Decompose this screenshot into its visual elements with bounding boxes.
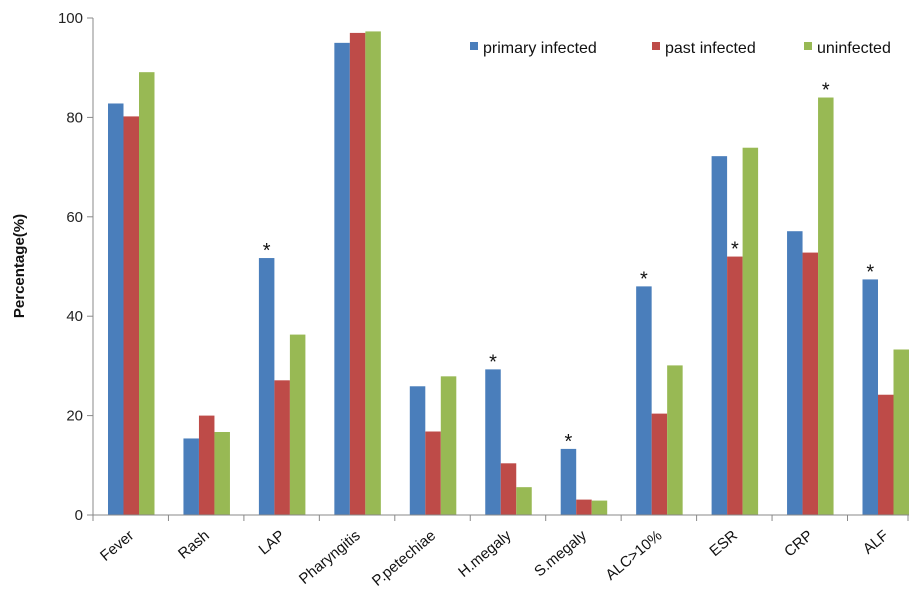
x-tick-label: ALC>10% bbox=[602, 527, 665, 584]
bar-past-infected bbox=[651, 413, 668, 515]
bar-primary-infected bbox=[409, 386, 426, 515]
legend-swatch bbox=[652, 42, 660, 50]
bar-primary-infected bbox=[334, 42, 350, 515]
x-axis-labels: Fever Rash LAP Pharyngitis P.petechiae H.mega… bbox=[97, 527, 892, 590]
bar-primary-infected bbox=[485, 369, 501, 515]
bar-past-infected bbox=[349, 32, 366, 515]
bar-primary-infected bbox=[258, 258, 275, 515]
bar-uninfected bbox=[440, 376, 457, 515]
axes bbox=[92, 18, 909, 521]
bar-primary-infected bbox=[711, 156, 728, 515]
y-tick-label: 0 bbox=[75, 507, 83, 524]
bars bbox=[108, 31, 909, 516]
significance-star: * bbox=[565, 431, 573, 453]
bar-past-infected bbox=[274, 380, 290, 515]
legend-label: past infected bbox=[665, 40, 756, 57]
y-tick-label: 100 bbox=[58, 10, 83, 27]
significance-star: * bbox=[263, 240, 271, 262]
x-tick-label: S.megaly bbox=[531, 527, 590, 581]
x-tick-label: Fever bbox=[97, 527, 137, 565]
y-tick-label: 60 bbox=[66, 209, 83, 226]
bar-past-infected bbox=[727, 256, 743, 515]
significance-star: * bbox=[489, 351, 497, 373]
legend-swatch bbox=[804, 42, 812, 50]
x-tick-label: Pharyngitis bbox=[296, 527, 364, 588]
bar-primary-infected bbox=[560, 448, 577, 515]
significance-star: * bbox=[822, 80, 830, 102]
bar-past-infected bbox=[878, 394, 894, 515]
bar-uninfected bbox=[893, 349, 909, 515]
x-tick-label: ALF bbox=[860, 527, 892, 558]
bar-primary-infected bbox=[862, 279, 878, 515]
bar-primary-infected bbox=[183, 438, 199, 515]
bar-primary-infected bbox=[787, 231, 803, 515]
significance-star: * bbox=[640, 268, 648, 290]
y-tick-label: 80 bbox=[66, 109, 83, 126]
y-tick-label: 20 bbox=[66, 408, 83, 425]
bar-uninfected bbox=[591, 500, 608, 515]
bar-uninfected bbox=[289, 334, 306, 515]
bar-uninfected bbox=[818, 97, 834, 516]
legend-swatch bbox=[470, 42, 478, 50]
bar-uninfected bbox=[139, 72, 155, 515]
x-tick-label: P.petechiae bbox=[369, 527, 439, 590]
bar-past-infected bbox=[198, 415, 215, 515]
bar-past-infected bbox=[425, 431, 441, 515]
bar-uninfected bbox=[667, 365, 683, 515]
bar-uninfected bbox=[365, 31, 381, 515]
x-tick-label: ESR bbox=[706, 527, 741, 560]
x-tick-label: LAP bbox=[256, 527, 289, 558]
y-tick-label: 40 bbox=[66, 308, 83, 325]
bar-uninfected bbox=[742, 147, 759, 516]
bar-uninfected bbox=[516, 487, 532, 515]
bar-past-infected bbox=[123, 116, 139, 515]
y-axis-label: Percentage(%) bbox=[11, 214, 28, 318]
legend: primary infected past infected uninfected bbox=[470, 40, 891, 57]
significance-star: * bbox=[731, 239, 739, 261]
bar-primary-infected bbox=[108, 103, 124, 515]
bar-past-infected bbox=[576, 499, 592, 515]
legend-label: uninfected bbox=[817, 40, 891, 57]
x-tick-label: Rash bbox=[175, 527, 213, 563]
x-tick-label: CRP bbox=[781, 527, 816, 560]
bar-uninfected bbox=[214, 432, 230, 515]
x-tick-label: H.megaly bbox=[455, 527, 515, 581]
bar-past-infected bbox=[802, 252, 819, 516]
bar-primary-infected bbox=[636, 286, 652, 515]
significance-markers: * * * * * * * bbox=[263, 80, 875, 453]
bar-past-infected bbox=[500, 463, 517, 515]
legend-label: primary infected bbox=[483, 40, 597, 57]
y-axis-ticks: 0 20 40 60 80 100 bbox=[58, 10, 93, 524]
significance-star: * bbox=[866, 261, 874, 283]
